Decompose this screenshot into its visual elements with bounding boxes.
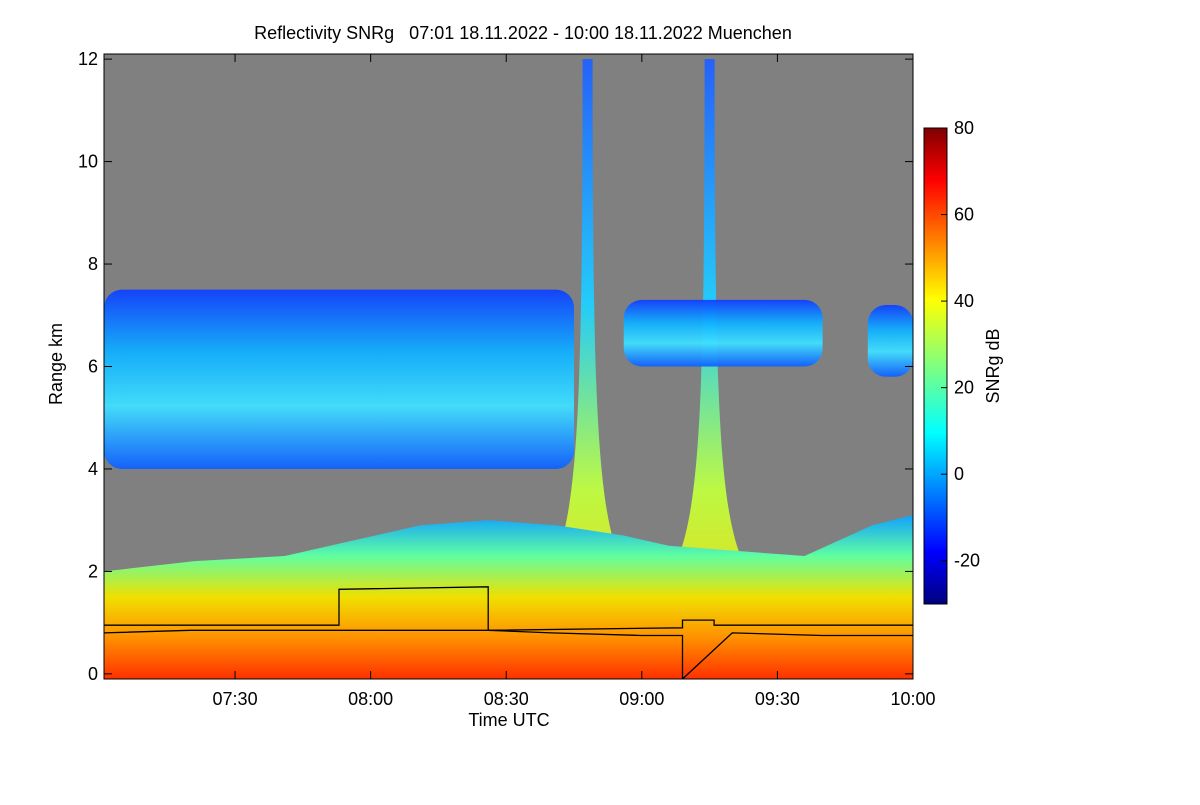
x-tick-label: 10:00 — [890, 689, 935, 709]
x-tick-label: 08:30 — [484, 689, 529, 709]
x-tick-label: 07:30 — [213, 689, 258, 709]
precip-shaft-2 — [671, 59, 748, 674]
y-axis: 0 2 4 6 8 10 12 — [78, 49, 913, 684]
colorbar-gradient — [923, 127, 948, 605]
x-tick-label: 09:00 — [619, 689, 664, 709]
colorbar-tick-label: 20 — [954, 378, 974, 398]
cloud-layer-4 — [867, 305, 913, 377]
overlay-line-1 — [104, 629, 913, 679]
precip-shaft-1 — [549, 59, 626, 674]
y-axis-label: Range km — [46, 323, 66, 405]
colorbar-tick-label: 0 — [954, 464, 964, 484]
boundary-layer-echo — [104, 515, 913, 679]
y-tick-label: 4 — [88, 459, 98, 479]
colorbar-tick-label: 60 — [954, 205, 974, 225]
plot-area — [104, 54, 913, 679]
x-tick-label: 08:00 — [348, 689, 393, 709]
y-tick-label: 10 — [78, 152, 98, 172]
y-tick-label: 6 — [88, 357, 98, 377]
features-layer — [104, 59, 913, 679]
colorbar-label: SNRg dB — [983, 328, 1003, 403]
y-tick-label: 12 — [78, 49, 98, 69]
cloud-layer-3 — [623, 299, 823, 367]
chart-title: Reflectivity SNRg 07:01 18.11.2022 - 10:… — [254, 23, 792, 43]
colorbar-tick-label: 80 — [954, 118, 974, 138]
x-tick-label: 09:30 — [755, 689, 800, 709]
y-tick-label: 0 — [88, 664, 98, 684]
x-axis-label: Time UTC — [468, 710, 549, 730]
colorbar: -20 0 20 40 60 80 SNRg dB — [923, 118, 1003, 605]
colorbar-tick-label: -20 — [954, 551, 980, 571]
cloud-layer-0 — [104, 289, 575, 469]
x-axis: 07:30 08:00 08:30 09:00 09:30 10:00 — [213, 54, 936, 709]
colorbar-tick-label: 40 — [954, 291, 974, 311]
y-tick-label: 2 — [88, 561, 98, 581]
y-tick-label: 8 — [88, 254, 98, 274]
colorbar-ticks: -20 0 20 40 60 80 — [941, 118, 980, 571]
lines-layer — [104, 586, 913, 679]
